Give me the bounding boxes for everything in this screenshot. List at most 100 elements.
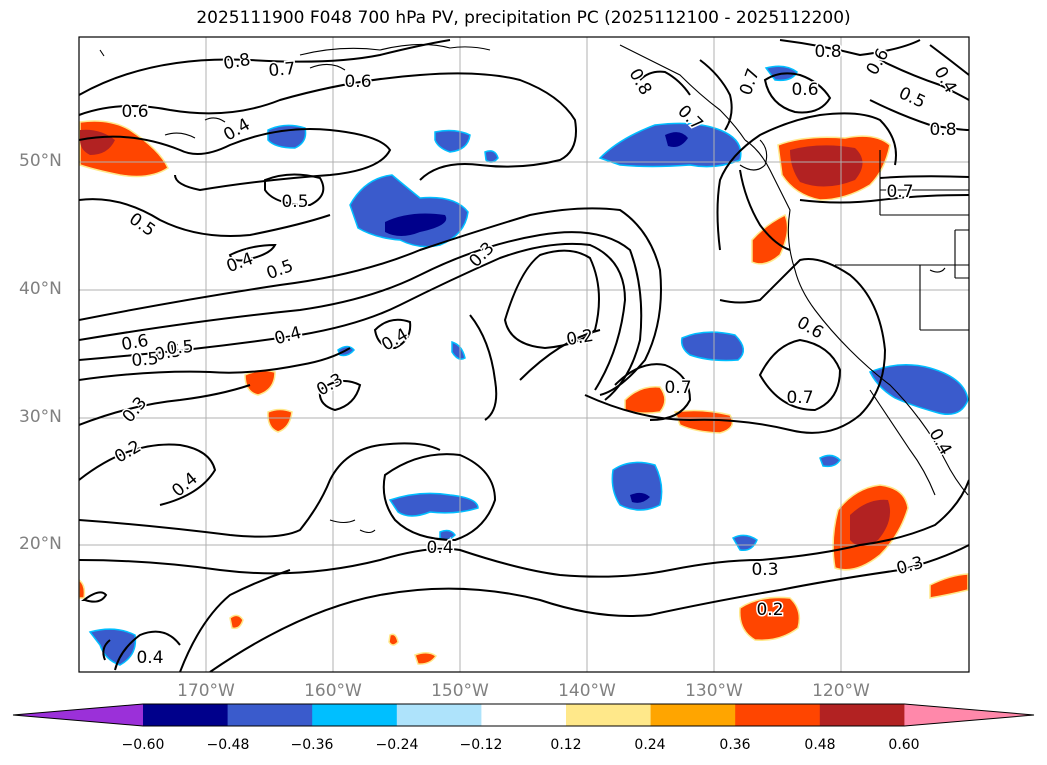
precip-blob [267, 408, 293, 433]
contour-label: 0.4 [136, 648, 163, 668]
contour-label: 0.6 [121, 102, 148, 122]
precip-blob [388, 633, 399, 646]
lat-label-30n: 30°N [19, 407, 62, 427]
contour-label: 0.7 [664, 378, 691, 398]
lon-label-170w: 170°W [177, 681, 235, 701]
lon-label-160w: 160°W [304, 681, 362, 701]
contour-label: 0.3 [119, 393, 152, 427]
colorbar-tick: 0.24 [634, 737, 666, 753]
precip-blob [451, 340, 466, 360]
colorbar-tick: −0.60 [121, 737, 165, 753]
contour-label: 0.8 [625, 65, 656, 98]
colorbar-segment [735, 704, 821, 726]
precip-shading [79, 65, 969, 666]
precip-blob [388, 492, 479, 517]
precip-blob [731, 534, 758, 552]
lon-label-140w: 140°W [558, 681, 616, 701]
precip-blob [484, 150, 499, 163]
plot-frame [78, 36, 970, 673]
precip-blob [868, 364, 969, 415]
lat-label-40n: 40°N [19, 279, 62, 299]
contour-label: 0.5 [125, 209, 159, 241]
contour-label: 0.3 [751, 560, 778, 580]
colorbar-segment [396, 704, 482, 726]
contour-label: 0.8 [814, 42, 841, 62]
contour-label: 0.6 [344, 72, 371, 92]
precip-blob [665, 132, 688, 147]
colorbar-tick: −0.12 [459, 737, 503, 753]
plot-area: 0.8 0.70.60.60.40.50.50.4 0.50.6 0.50.40.30… [79, 37, 969, 672]
contour-label: 0.4 [272, 323, 303, 349]
pv-contours [79, 39, 969, 672]
precip-blob [385, 213, 447, 236]
contour-label: 0.8 [222, 50, 252, 74]
contour-label: 0.5 [166, 337, 195, 359]
contour-label: 0.5 [264, 256, 296, 284]
colorbar-segment [819, 704, 905, 726]
colorbar-tick: −0.36 [290, 737, 334, 753]
colorbar-segment [481, 704, 567, 726]
colorbar-extend-high [904, 704, 1034, 726]
contour-label: 0.3 [313, 370, 346, 401]
lon-label-130w: 130°W [685, 681, 743, 701]
lon-label-150w: 150°W [431, 681, 489, 701]
colorbar-tick: 0.12 [550, 737, 582, 753]
contour-label: 0.4 [925, 425, 956, 458]
contour-label: 0.4 [378, 325, 411, 356]
precip-blob [244, 369, 276, 396]
map-title: 2025111900 F048 700 hPa PV, precipitatio… [196, 8, 851, 28]
colorbar-segment [312, 704, 398, 726]
coastlines [99, 43, 969, 534]
precip-blob [88, 628, 137, 666]
contour-label: 0.4 [220, 115, 253, 146]
contour-label: 0.6 [791, 80, 818, 100]
contour-label: 0.5 [281, 192, 308, 212]
precip-blob [739, 596, 801, 641]
contour-label: 0.3 [894, 553, 925, 579]
contour-label: 0.2 [111, 437, 144, 468]
contour-label: 0.2 [565, 326, 595, 350]
colorbar-extend-low [13, 704, 143, 726]
colorbar-tick: −0.24 [375, 737, 419, 753]
colorbar-tick: −0.48 [206, 737, 250, 753]
colorbar-outline [12, 703, 1035, 727]
contour-label: 0.7 [268, 59, 297, 81]
precip-blob [790, 145, 863, 187]
graticule [79, 37, 969, 672]
colorbar-tick: 0.48 [804, 737, 836, 753]
precip-blob [79, 579, 86, 599]
lat-label-20n: 20°N [19, 534, 62, 554]
contour-label: 0.2 [756, 600, 783, 620]
precip-blob [434, 129, 471, 153]
contour-label: 0.4 [168, 469, 202, 502]
precip-blob [349, 174, 469, 248]
precip-blob [929, 573, 969, 599]
colorbar-segment [227, 704, 313, 726]
precip-blob [630, 492, 650, 503]
precip-blob [751, 213, 789, 265]
contour-label: 0.4 [224, 249, 256, 277]
precip-blob [624, 386, 666, 414]
precip-blob [611, 461, 663, 511]
lon-label-120w: 120°W [812, 681, 870, 701]
precip-blob [850, 499, 891, 546]
precip-blob [229, 614, 244, 630]
precip-blob [414, 652, 438, 665]
contour-label: 0.8 [929, 120, 956, 140]
colorbar-tick: 0.36 [719, 737, 751, 753]
contour-label: 0.5 [131, 349, 160, 371]
contour-label: 0.4 [426, 538, 453, 558]
lat-label-50n: 50°N [19, 151, 62, 171]
colorbar-tick: 0.60 [888, 737, 920, 753]
contour-label: 0.7 [736, 66, 764, 98]
contour-label: 0.5 [153, 341, 183, 365]
colorbar-segment [650, 704, 736, 726]
contour-label: 0.6 [793, 313, 826, 344]
contour-label: 0.4 [930, 63, 961, 96]
precip-blob [680, 331, 744, 362]
precip-blob [819, 454, 841, 468]
contour-label: 0.7 [786, 388, 813, 408]
contour-label: 0.3 [465, 238, 498, 271]
colorbar-segment [143, 704, 229, 726]
